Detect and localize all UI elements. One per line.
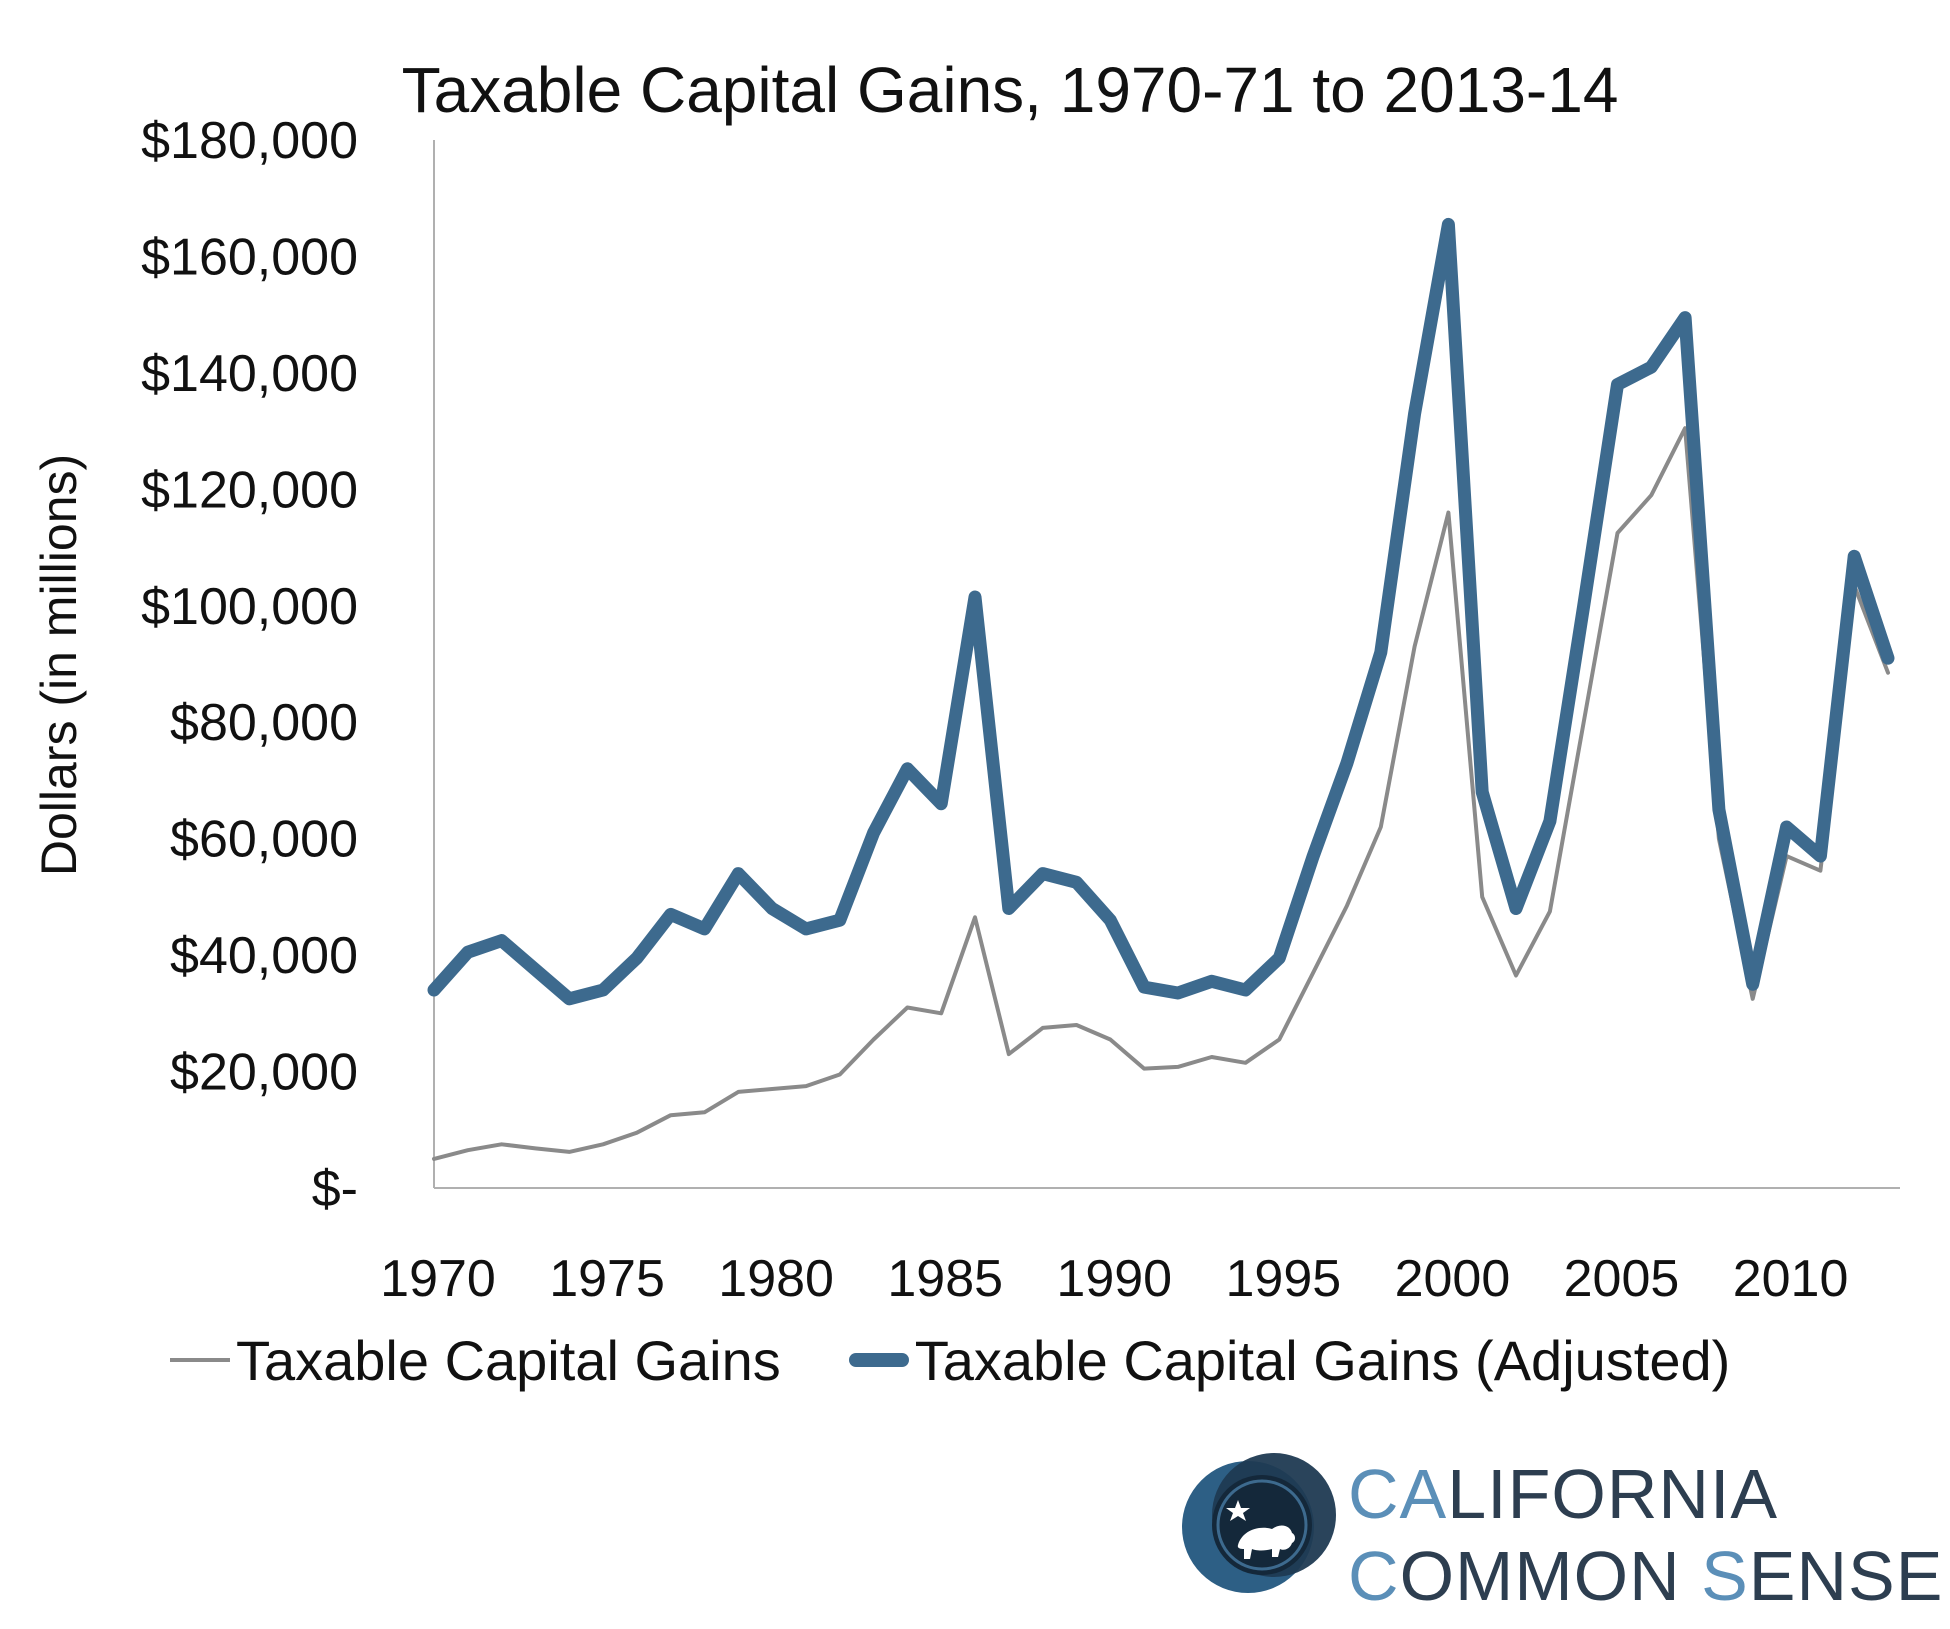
- legend-item-taxable-capital-gains-adjusted: Taxable Capital Gains (Adjusted): [848, 1328, 1731, 1393]
- y-tick-label: $160,000: [141, 228, 358, 286]
- y-tick-label: $60,000: [170, 811, 358, 869]
- logo-line-2: COMMON SENSE: [1348, 1537, 1944, 1615]
- x-tick-label: 2010: [1733, 1250, 1849, 1308]
- y-tick-label: $20,000: [170, 1044, 358, 1102]
- y-tick-label: $-: [312, 1160, 358, 1218]
- series-layer: [427, 217, 1895, 1161]
- y-tick-label: $180,000: [141, 112, 358, 170]
- y-tick-label: $80,000: [170, 694, 358, 752]
- x-tick-label: 2000: [1395, 1250, 1511, 1308]
- y-tick-label: $120,000: [141, 461, 358, 519]
- legend-swatch-gray: [170, 1358, 230, 1362]
- y-tick-label: $40,000: [170, 927, 358, 985]
- logo-wordmark: CALIFORNIA COMMON SENSE: [1348, 1453, 1943, 1617]
- bear-star-logo-icon: [1182, 1453, 1336, 1593]
- series-line-taxable-capital-gains: [432, 426, 1890, 1161]
- x-tick-label: 1975: [549, 1250, 665, 1308]
- y-axis-label: Dollars (in millions): [31, 454, 87, 876]
- x-tick-label: 1980: [718, 1250, 834, 1308]
- y-tick-label: $100,000: [141, 578, 358, 636]
- legend-label: Taxable Capital Gains: [236, 1328, 781, 1392]
- x-tick-label: 1970: [380, 1250, 496, 1308]
- y-tick-label: $140,000: [141, 345, 358, 403]
- x-tick-label: 2005: [1564, 1250, 1680, 1308]
- x-tick-label: 1990: [1056, 1250, 1172, 1308]
- california-common-sense-logo: CALIFORNIA COMMON SENSE: [1180, 1445, 1942, 1620]
- legend-swatch-blue: [848, 1353, 909, 1367]
- legend-label: Taxable Capital Gains (Adjusted): [914, 1328, 1731, 1392]
- axes: [433, 140, 1900, 1189]
- y-axis-ticks: $- $20,000 $40,000 $60,000 $80,000 $100,000 $1…: [141, 112, 358, 1218]
- x-tick-label: 1995: [1226, 1250, 1342, 1308]
- logo-line-1: CALIFORNIA: [1348, 1455, 1779, 1533]
- x-tick-label: 1985: [887, 1250, 1003, 1308]
- series-line-taxable-capital-gains-adjusted: [427, 217, 1895, 1006]
- legend-item-taxable-capital-gains: Taxable Capital Gains: [170, 1328, 781, 1393]
- x-axis-ticks: 1970 1975 1980 1985 1990 1995 2000 2005 2010: [380, 1250, 1848, 1308]
- chart-title: Taxable Capital Gains, 1970-71 to 2013-1…: [402, 54, 1619, 126]
- legend: Taxable Capital Gains Taxable Capital Ga…: [170, 1325, 1798, 1395]
